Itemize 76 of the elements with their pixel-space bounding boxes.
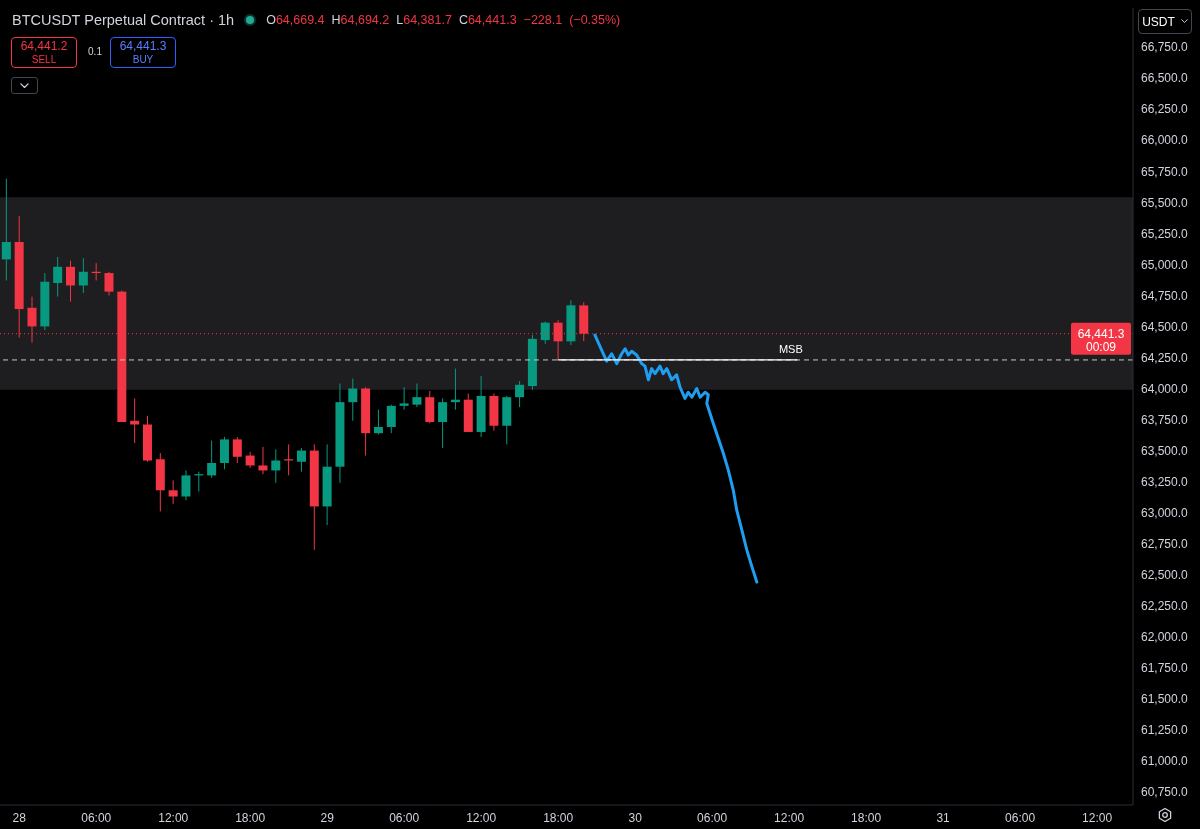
candlestick [284,443,294,476]
y-tick-label: 66,250.0 [1141,102,1189,117]
chart-subtitle: O64,669.4 H64,694.2 L64,381.7 C64,441.3 −228.1 (−0.35%) [266,13,621,27]
candlestick [207,440,217,479]
currency-dropdown: USDT [1138,9,1192,34]
annotation: SELL [31,53,57,66]
candlestick [386,404,396,434]
annotation: BUY [132,53,154,66]
candlestick [168,479,178,505]
candlestick [53,256,63,298]
x-tick-label: 18:00 [543,810,574,825]
y-tick-label: 64,250.0 [1141,350,1189,365]
x-tick-label: 06:00 [81,810,112,825]
candlestick [130,397,140,444]
y-tick-label: 65,500.0 [1141,195,1189,210]
x-tick-label: 29 [320,810,335,825]
x-tick-label: 12:00 [774,810,805,825]
x-tick-label: 06:00 [697,810,728,825]
candlestick [296,447,306,473]
y-tick-label: 62,000.0 [1141,630,1189,645]
candlestick [104,271,114,296]
x-tick-label: 18:00 [851,810,882,825]
sell-button: 64,441.2 SELL [11,37,77,68]
ref-line-label: 64,441.3 [1077,326,1125,341]
candlestick [219,436,229,470]
candlestick [540,320,550,345]
y-tick-label: 62,500.0 [1141,567,1189,582]
y-tick-label: 62,250.0 [1141,599,1189,614]
x-tick-label: 30 [628,810,643,825]
buy-button: 64,441.3 BUY [110,37,176,68]
x-tick-label: 31 [936,810,951,825]
annotation: 0.1 [87,46,103,57]
x-tick-label: 06:00 [389,810,420,825]
series-label: MSB [778,342,803,355]
y-tick-label: 64,750.0 [1141,288,1189,303]
x-tick-label: 12:00 [158,810,189,825]
y-tick-label: 61,250.0 [1141,723,1189,738]
y-tick-label: 60,750.0 [1141,785,1189,800]
y-tick-label: 62,750.0 [1141,536,1189,551]
candlestick [399,386,409,411]
annotation: 00:09 [1085,339,1117,354]
y-tick-label: 66,750.0 [1141,40,1189,55]
x-tick-label: 06:00 [1005,810,1036,825]
candlestick [1,178,11,281]
candlestick [373,409,383,435]
y-tick-label: 65,250.0 [1141,226,1189,241]
y-tick-label: 63,500.0 [1141,443,1189,458]
annotation: 64,441.3 [119,38,167,54]
candlestick [66,260,75,303]
y-tick-label: 63,250.0 [1141,474,1189,489]
annotation: 64,441.2 [20,38,68,54]
y-tick-label: 65,750.0 [1141,164,1189,179]
candlestick [515,380,525,408]
y-tick-label: 66,000.0 [1141,133,1189,148]
x-tick-label: 28 [12,810,27,825]
x-tick-label: 18:00 [235,810,266,825]
candlestick [348,378,358,422]
candlestick [181,469,191,501]
y-tick-label: 65,000.0 [1141,257,1189,272]
chart-title: BTCUSDT Perpetual Contract · 1h [12,12,235,28]
candlestick [78,257,88,294]
candlestick [412,383,422,408]
y-tick-label: 66,500.0 [1141,71,1189,86]
y-tick-label: 64,500.0 [1141,319,1189,334]
y-tick-label: 63,750.0 [1141,412,1189,427]
x-tick-label: 12:00 [466,810,497,825]
y-tick-label: 64,000.0 [1141,381,1189,396]
x-tick-label: 12:00 [1082,810,1113,825]
candlestick [438,397,448,449]
candlestick [232,436,242,464]
candlestick [271,448,281,484]
y-tick-label: 61,500.0 [1141,692,1189,707]
y-tick-label: 61,750.0 [1141,661,1189,676]
candlestick [258,446,268,475]
y-tick-label: 61,000.0 [1141,754,1189,769]
y-tick-label: 63,000.0 [1141,505,1189,520]
